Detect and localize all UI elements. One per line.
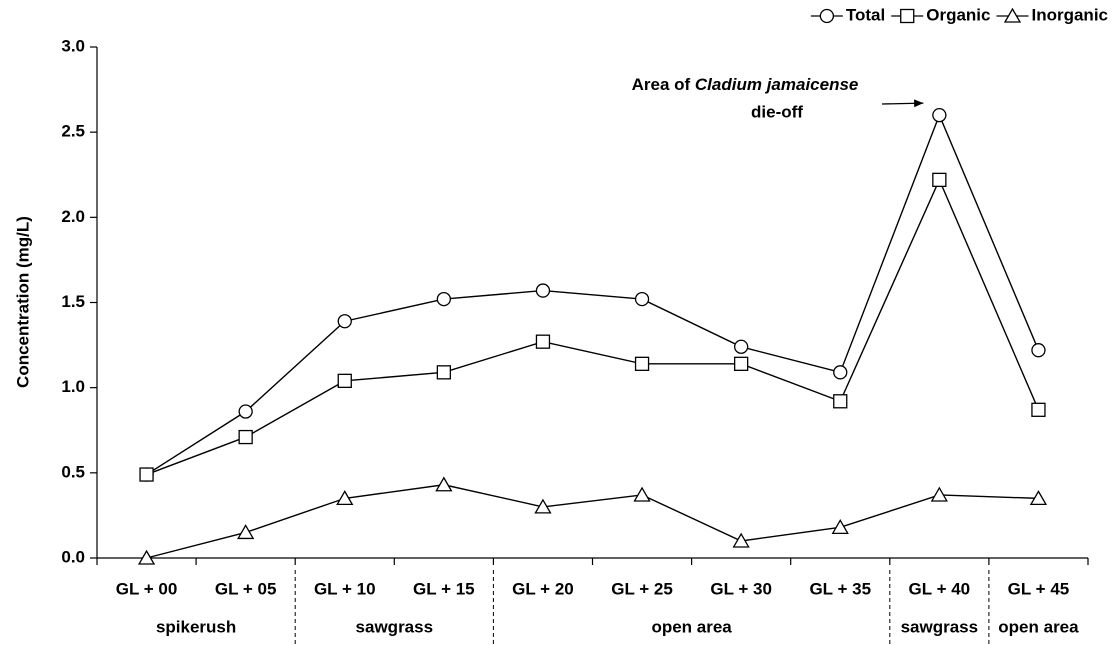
x-tick-label: GL + 30 — [710, 579, 772, 598]
x-tick-label: GL + 25 — [611, 579, 673, 598]
group-label: open area — [998, 617, 1079, 636]
series-line — [146, 178, 1040, 476]
marker — [633, 486, 651, 502]
marker — [336, 490, 354, 506]
y-tick-label: 0.0 — [61, 547, 85, 566]
marker — [634, 356, 650, 371]
annotation-arrowhead — [914, 99, 924, 108]
x-tick-label: GL + 15 — [413, 579, 475, 598]
marker — [833, 365, 848, 380]
x-tick-label: GL + 10 — [314, 579, 376, 598]
marker — [734, 339, 749, 354]
y-tick-label: 1.5 — [61, 292, 85, 311]
group-label: sawgrass — [356, 617, 434, 636]
marker — [436, 291, 452, 307]
x-tick-label: GL + 05 — [215, 579, 277, 598]
marker — [732, 532, 750, 548]
marker — [1031, 402, 1046, 417]
marker — [833, 394, 848, 409]
legend-label: Inorganic — [1031, 5, 1108, 24]
marker — [139, 467, 154, 482]
marker — [634, 291, 650, 307]
marker — [930, 486, 948, 502]
y-tick-label: 2.0 — [61, 207, 85, 226]
x-tick-label: GL + 00 — [116, 579, 178, 598]
annotation-part: Area of — [632, 75, 695, 94]
y-axis-label: Concentration (mg/L) — [13, 216, 32, 388]
annotation-part: Cladium jamaicense — [695, 75, 858, 94]
x-tick-label: GL + 45 — [1008, 579, 1070, 598]
marker — [337, 314, 352, 329]
marker — [535, 283, 551, 298]
marker — [534, 498, 552, 514]
marker — [435, 476, 453, 492]
series-line — [146, 484, 1039, 559]
marker — [819, 8, 835, 24]
marker — [535, 334, 551, 349]
marker — [1003, 7, 1022, 23]
y-tick-label: 1.0 — [61, 377, 85, 396]
marker — [831, 519, 849, 534]
group-label: sawgrass — [901, 617, 979, 636]
marker — [1031, 343, 1046, 358]
y-tick-label: 0.5 — [61, 462, 85, 481]
marker — [932, 107, 947, 123]
marker — [932, 172, 947, 188]
group-label: spikerush — [156, 617, 236, 636]
marker — [436, 365, 452, 380]
x-tick-label: GL + 40 — [909, 579, 971, 598]
annotation: Area of Cladium jamaicense — [632, 75, 859, 94]
legend-label: Total — [846, 5, 885, 24]
legend-label: Organic — [926, 5, 990, 24]
x-tick-label: GL + 35 — [809, 579, 871, 598]
y-tick-label: 2.5 — [61, 122, 85, 141]
marker — [137, 549, 156, 565]
series-line — [146, 113, 1040, 476]
annotation: die-off — [751, 102, 803, 121]
x-tick-label: GL + 20 — [512, 579, 574, 598]
marker — [237, 524, 255, 540]
marker — [337, 373, 352, 389]
marker — [238, 429, 253, 445]
marker — [238, 404, 253, 419]
marker — [734, 356, 749, 371]
marker — [1029, 490, 1048, 506]
group-label: open area — [651, 617, 732, 636]
y-tick-label: 3.0 — [61, 36, 85, 55]
marker — [900, 8, 915, 24]
